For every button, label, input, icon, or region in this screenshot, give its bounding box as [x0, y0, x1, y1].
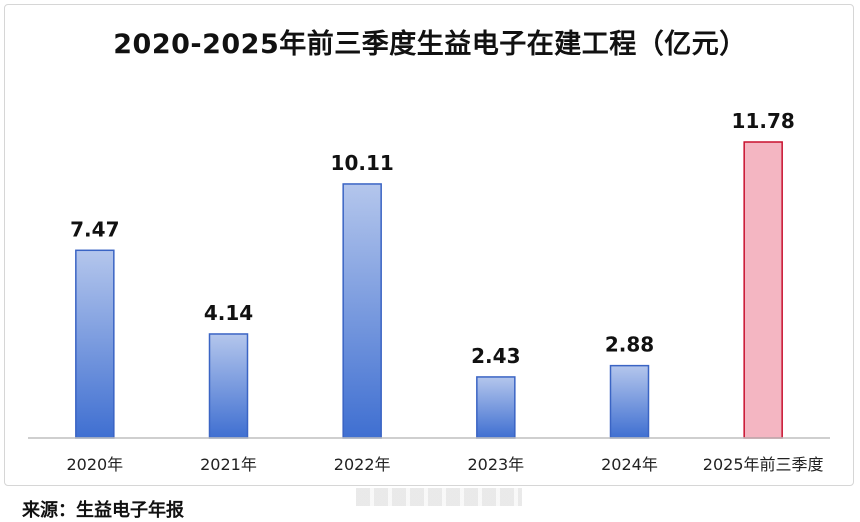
bar-0: [75, 249, 115, 439]
bar-5: [743, 141, 783, 439]
chart-title: 2020-2025年前三季度生益电子在建工程（亿元）: [113, 29, 747, 60]
value-label-5: 11.78: [732, 109, 795, 133]
source-note: 来源：生益电子年报: [22, 500, 184, 521]
value-label-4: 2.88: [605, 333, 654, 357]
x-tick-label-5: 2025年前三季度: [703, 455, 824, 474]
value-label-2: 10.11: [331, 151, 394, 175]
x-tick-label-1: 2021年: [200, 455, 257, 474]
bar-3: [476, 376, 516, 439]
x-tick-label-3: 2023年: [467, 455, 524, 474]
bar-4: [609, 364, 650, 439]
watermark: [356, 488, 522, 506]
chart-card: [4, 4, 854, 486]
x-tick-label-4: 2024年: [601, 455, 658, 474]
value-label-0: 7.47: [70, 217, 119, 241]
bar-1: [208, 333, 249, 439]
value-label-1: 4.14: [204, 301, 253, 325]
bar-2: [342, 183, 382, 439]
x-tick-label-0: 2020年: [66, 455, 123, 474]
value-label-3: 2.43: [471, 344, 520, 368]
x-tick-label-2: 2022年: [334, 455, 391, 474]
